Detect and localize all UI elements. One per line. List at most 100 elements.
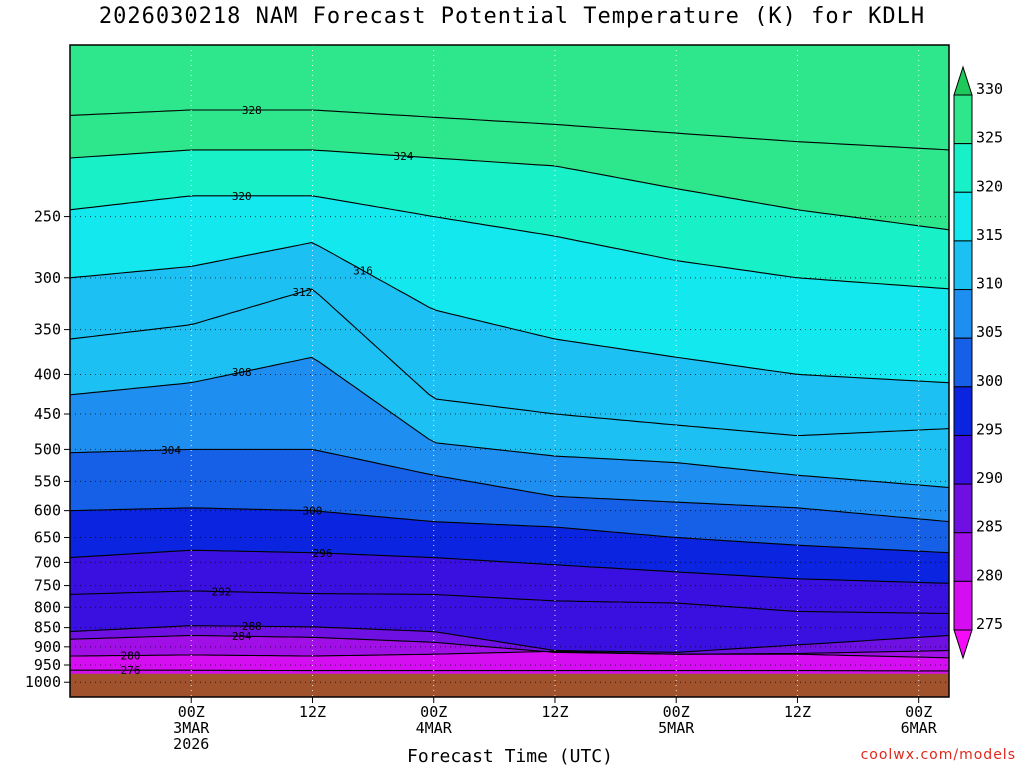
y-tick-label: 500 (34, 440, 61, 458)
isentrope-line (70, 549, 949, 584)
y-tick-label: 650 (34, 529, 61, 547)
colorbar-box (953, 143, 973, 193)
isentrope-label: 288 (242, 620, 262, 633)
colorbar-label: 310 (976, 275, 1003, 293)
x-tick-label: 2026 (173, 735, 209, 753)
colorbar-label: 285 (976, 518, 1003, 536)
isentrope-label: 320 (232, 190, 252, 203)
x-tick-label: 12Z (784, 703, 811, 721)
isentrope-line (70, 625, 949, 653)
colorbar-label: 315 (976, 226, 1003, 244)
source-credit: coolwx.com/models (860, 747, 1016, 763)
colorbar-box (953, 434, 973, 485)
isentrope-label: 312 (292, 286, 312, 299)
isentrope-label: 296 (313, 547, 333, 560)
colorbar-label: 280 (976, 566, 1003, 584)
colorbar-label: 305 (976, 323, 1003, 341)
plot-frame (69, 44, 950, 698)
y-tick-label: 900 (34, 638, 61, 656)
colorbar-box (953, 240, 973, 291)
chart-title: 2026030218 NAM Forecast Potential Temper… (98, 4, 926, 29)
theta-band (70, 109, 949, 230)
colorbar-box (953, 191, 973, 242)
isentrope-label: 308 (232, 366, 252, 379)
isentrope-line (70, 288, 949, 437)
y-tick-label: 800 (34, 598, 61, 616)
isentrope-label: 280 (121, 649, 141, 662)
theta-band (70, 289, 949, 488)
theta-band (70, 590, 949, 653)
y-tick-label: 250 (34, 208, 61, 226)
isentrope-line (70, 195, 949, 290)
theta-band (70, 449, 949, 553)
isentrope-line (70, 507, 949, 554)
isentrope-label: 300 (303, 505, 323, 518)
y-tick-label: 700 (34, 553, 61, 571)
y-tick-label: 550 (34, 472, 61, 490)
x-tick-label: 4MAR (416, 719, 453, 737)
isentrope-line (70, 356, 949, 489)
y-tick-label: 750 (34, 577, 61, 595)
theta-band (70, 625, 949, 655)
isentrope-line (70, 669, 949, 672)
colorbar-arrow-top (953, 65, 973, 96)
x-tick-label: 12Z (541, 703, 568, 721)
colorbar-label: 295 (976, 420, 1003, 438)
colorbar-box (953, 386, 973, 436)
x-tick-label: 00Z (905, 703, 932, 721)
theta-band (70, 45, 949, 150)
isentrope-line (70, 109, 949, 151)
isentrope-line (70, 242, 949, 384)
y-tick-label: 450 (34, 405, 61, 423)
x-tick-label: 00Z (178, 703, 205, 721)
x-tick-label: 5MAR (658, 719, 695, 737)
colorbar-box (953, 337, 973, 388)
y-tick-label: 400 (34, 365, 61, 383)
y-tick-label: 350 (34, 321, 61, 339)
y-tick-label: 600 (34, 502, 61, 520)
x-tick-label: 00Z (420, 703, 447, 721)
theta-band (70, 242, 949, 436)
colorbar-label: 275 (976, 615, 1003, 633)
y-tick-label: 950 (34, 656, 61, 674)
isentrope-label: 328 (242, 104, 262, 117)
isentrope-line (70, 650, 949, 659)
isentrope-label: 304 (161, 444, 181, 457)
theta-band (70, 357, 949, 522)
theta-band (70, 507, 949, 584)
y-tick-label: 850 (34, 619, 61, 637)
isentrope-label: 292 (212, 586, 232, 599)
isentrope-line (70, 590, 949, 615)
colorbar-box (953, 289, 973, 339)
isentrope-line (70, 634, 949, 655)
isentrope-label: 276 (121, 664, 141, 677)
colorbar-box (953, 580, 973, 631)
x-tick-label: 12Z (299, 703, 326, 721)
isentrope-label: 316 (353, 265, 373, 278)
isentrope-line (70, 448, 949, 523)
ground-fill (70, 673, 949, 697)
x-tick-label: 6MAR (901, 719, 938, 737)
isentrope-label: 324 (393, 150, 413, 163)
colorbar-box (953, 483, 973, 534)
theta-band (70, 635, 949, 658)
isentrope-line (70, 149, 949, 231)
colorbar-label: 300 (976, 372, 1003, 390)
theta-band (70, 550, 949, 614)
colorbar-label: 330 (976, 80, 1003, 98)
colorbar-box (953, 94, 973, 145)
x-tick-label: 00Z (663, 703, 690, 721)
colorbar-label: 325 (976, 129, 1003, 147)
colorbar-label: 320 (976, 177, 1003, 195)
y-tick-label: 300 (34, 269, 61, 287)
theta-band (70, 195, 949, 383)
colorbar-label: 290 (976, 469, 1003, 487)
x-tick-label: 3MAR (173, 719, 210, 737)
theta-band (70, 149, 949, 289)
isentrope-label: 284 (232, 630, 252, 643)
colorbar-arrow-bottom (953, 629, 973, 660)
y-tick-label: 1000 (25, 673, 61, 691)
x-axis-title: Forecast Time (UTC) (407, 746, 613, 767)
colorbar-box (953, 532, 973, 582)
